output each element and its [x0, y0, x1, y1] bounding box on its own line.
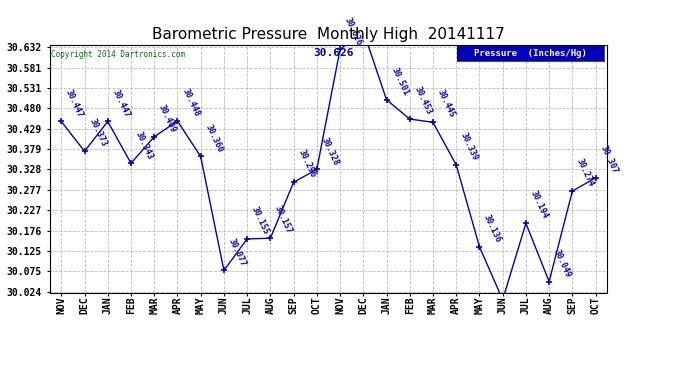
Text: Copyright 2014 Dartronics.com: Copyright 2014 Dartronics.com	[51, 50, 185, 59]
Title: Barometric Pressure  Monthly High  20141117: Barometric Pressure Monthly High 2014111…	[152, 27, 505, 42]
Text: 30.049: 30.049	[552, 248, 573, 279]
Text: 30.447: 30.447	[64, 88, 85, 118]
Text: 30.343: 30.343	[134, 129, 155, 160]
Text: 30.672: 30.672	[0, 374, 1, 375]
Text: 30.360: 30.360	[204, 123, 224, 154]
Text: 30.453: 30.453	[413, 85, 433, 116]
Text: 30.155: 30.155	[250, 205, 270, 236]
Text: 30.328: 30.328	[319, 136, 340, 166]
Text: 30.274: 30.274	[575, 158, 596, 188]
Text: 30.339: 30.339	[459, 131, 480, 162]
Text: 30.077: 30.077	[227, 237, 248, 268]
Text: 30.296: 30.296	[297, 148, 317, 180]
Text: 30.409: 30.409	[157, 103, 178, 134]
Text: 30.307: 30.307	[598, 144, 619, 175]
Text: 30.157: 30.157	[273, 204, 294, 236]
Text: 30.194: 30.194	[529, 189, 549, 220]
Text: 30.448: 30.448	[180, 87, 201, 118]
Text: 30.004: 30.004	[0, 374, 1, 375]
Text: 30.626: 30.626	[313, 48, 353, 58]
Text: 30.626: 30.626	[343, 16, 364, 46]
Text: 30.373: 30.373	[88, 117, 108, 148]
Text: 30.501: 30.501	[389, 66, 410, 97]
Text: 30.447: 30.447	[110, 88, 131, 118]
Text: 30.445: 30.445	[436, 88, 457, 120]
Text: 30.136: 30.136	[482, 213, 503, 244]
